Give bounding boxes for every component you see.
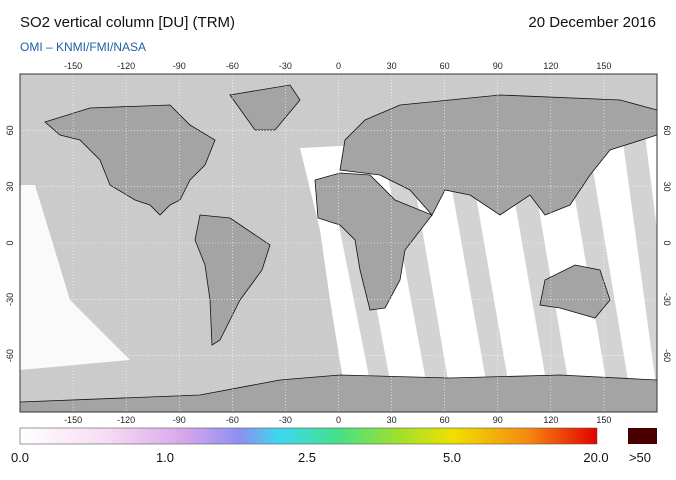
lon-label: -90	[173, 61, 186, 71]
lat-label: 60	[662, 125, 672, 135]
lat-label: 30	[662, 182, 672, 192]
title: SO2 vertical column [DU] (TRM)	[20, 14, 235, 31]
lon-label: 0	[336, 61, 341, 71]
land	[20, 374, 657, 412]
colorbar-overflow	[628, 428, 657, 444]
colorbar-label: 2.5	[298, 450, 316, 465]
lat-label: -60	[5, 349, 15, 362]
lat-label: -30	[662, 293, 672, 306]
swath-west	[20, 185, 130, 370]
land	[539, 264, 611, 319]
lon-label: -60	[226, 415, 239, 425]
lon-label: -30	[279, 61, 292, 71]
lon-label: -30	[279, 415, 292, 425]
lon-label: 60	[440, 415, 450, 425]
lon-label: 150	[596, 61, 611, 71]
lon-label: -120	[117, 415, 135, 425]
lat-label: 60	[5, 125, 15, 135]
swath-gap	[330, 135, 657, 392]
lat-label: 0	[5, 240, 15, 245]
colorbar-label: 0.0	[11, 450, 29, 465]
land	[229, 84, 301, 131]
colorbar	[19, 427, 598, 445]
lon-label: 0	[336, 415, 341, 425]
lon-label: 30	[387, 415, 397, 425]
credit: OMI – KNMI/FMI/NASA	[20, 40, 146, 54]
colorbar-label: 1.0	[156, 450, 174, 465]
lon-label: 90	[493, 61, 503, 71]
lat-label: -30	[5, 293, 15, 306]
graticule	[20, 74, 657, 412]
lat-label: 30	[5, 182, 15, 192]
lon-label: -120	[117, 61, 135, 71]
lon-label: -60	[226, 61, 239, 71]
map-frame	[19, 73, 658, 413]
lon-label: -150	[64, 61, 82, 71]
lon-label: -150	[64, 415, 82, 425]
lon-label: 60	[440, 61, 450, 71]
lon-label: -90	[173, 415, 186, 425]
lon-label: 90	[493, 415, 503, 425]
lon-label: 120	[543, 61, 558, 71]
land	[194, 214, 271, 346]
colorbar-label: 5.0	[443, 450, 461, 465]
colorbar-overflow-label: >50	[629, 450, 651, 465]
lon-label: 30	[387, 61, 397, 71]
colorbar-label: 20.0	[583, 450, 608, 465]
lon-label: 150	[596, 415, 611, 425]
lat-label: -60	[662, 349, 672, 362]
land	[314, 172, 433, 311]
lat-label: 0	[662, 240, 672, 245]
land	[44, 104, 216, 216]
date: 20 December 2016	[528, 14, 656, 31]
land	[339, 94, 657, 216]
lon-label: 120	[543, 415, 558, 425]
